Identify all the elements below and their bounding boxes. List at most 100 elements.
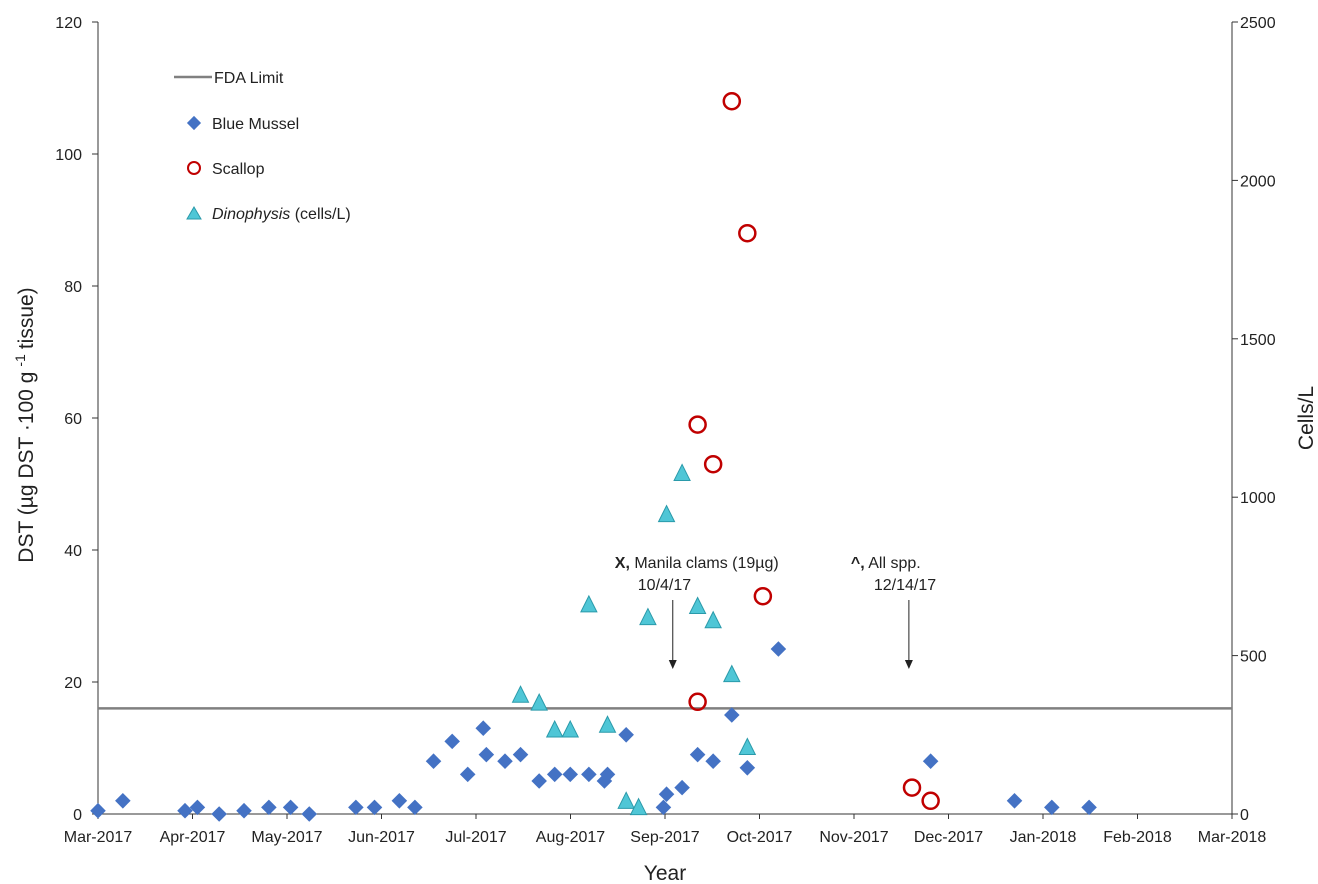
blue-mussel-point xyxy=(922,753,939,769)
y-left-tick-label: 100 xyxy=(55,147,82,164)
x-tick-label: Apr-2017 xyxy=(160,829,226,846)
annotation-label: X, Manila clams (19µg) xyxy=(615,555,779,572)
legend-fda-label: FDA Limit xyxy=(214,70,284,87)
x-tick-label: May-2017 xyxy=(251,829,322,846)
y-right-tick-label: 2500 xyxy=(1240,15,1276,32)
blue-mussel-point xyxy=(739,760,756,776)
blue-mussel-point xyxy=(236,802,252,819)
x-tick-label: Dec-2017 xyxy=(914,829,983,846)
blue-mussel-point xyxy=(581,766,597,783)
x-tick-label: Mar-2017 xyxy=(64,829,133,846)
ticks: 0 20 40 60 80 100 120 0 500 1000 1500 2000 2500 Mar-2… xyxy=(55,15,1275,846)
blue-mussel-point xyxy=(301,806,318,822)
y-left-tick-label: 20 xyxy=(64,675,82,692)
blue-mussel-point xyxy=(366,799,383,816)
blue-mussel-point xyxy=(562,766,579,783)
scallop-point xyxy=(921,791,940,811)
x-tick-label: Sep-2017 xyxy=(630,829,699,846)
dinophysis-point xyxy=(545,719,564,738)
dinophysis-point xyxy=(530,693,548,711)
dinophysis-point xyxy=(688,596,707,614)
blue-mussel-point xyxy=(348,799,364,816)
series xyxy=(90,91,1097,822)
y-axis-left-title: DST (µg DST ·100 g-1tissue) xyxy=(12,287,38,562)
dinophysis-point xyxy=(738,737,757,755)
blue-mussel-point xyxy=(658,786,675,802)
blue-mussel-point xyxy=(90,802,106,819)
y-left-tick-label: 60 xyxy=(64,411,82,428)
blue-mussel-point xyxy=(655,799,672,816)
x-tick-label: Jan-2018 xyxy=(1010,829,1077,846)
annotation-label: ^, All spp. xyxy=(851,555,921,572)
blue-mussel-series xyxy=(90,641,1097,822)
blue-mussel-point xyxy=(770,641,787,657)
annotation-arrowhead xyxy=(904,660,913,669)
legend: FDA Limit Blue Mussel Scallop Dinophysis… xyxy=(174,70,351,223)
dinophysis-point xyxy=(704,610,722,629)
x-tick-label: Oct-2017 xyxy=(727,829,793,846)
scallop-point xyxy=(722,91,742,111)
x-tick-label: Jun-2017 xyxy=(348,829,415,846)
legend-blue-mussel-label: Blue Mussel xyxy=(212,116,299,133)
blue-mussel-point xyxy=(497,753,513,769)
legend-scallop-swatch xyxy=(187,161,201,175)
blue-mussel-point xyxy=(531,773,547,789)
legend-blue-mussel-swatch xyxy=(186,115,202,131)
blue-mussel-point xyxy=(478,746,495,763)
annotation: X, Manila clams (19µg) 10/4/17 xyxy=(615,555,779,669)
blue-mussel-point xyxy=(705,753,721,769)
blue-mussel-point xyxy=(391,793,408,809)
dinophysis-point xyxy=(617,791,635,809)
y-left-tick-label: 120 xyxy=(55,15,82,32)
dinophysis-cells-l-series xyxy=(511,463,757,816)
dinophysis-point xyxy=(511,685,530,703)
scallop-point xyxy=(753,586,773,606)
blue-mussel-point xyxy=(475,720,492,736)
x-tick-label: Feb-2018 xyxy=(1103,829,1172,846)
dinophysis-point xyxy=(561,719,580,738)
x-tick-label: Mar-2018 xyxy=(1198,829,1267,846)
blue-mussel-point xyxy=(674,779,690,796)
dinophysis-point xyxy=(580,594,598,613)
x-tick-label: Nov-2017 xyxy=(819,829,888,846)
blue-mussel-point xyxy=(261,799,277,816)
blue-mussel-point xyxy=(177,802,193,819)
y-left-tick-label: 0 xyxy=(73,807,82,824)
dinophysis-point xyxy=(629,797,648,816)
legend-dinophysis-swatch xyxy=(186,206,202,220)
dinophysis-point xyxy=(673,463,691,481)
annotation: ^, All spp. 12/14/17 xyxy=(851,555,936,669)
x-tick-label: Jul-2017 xyxy=(445,829,506,846)
blue-mussel-point xyxy=(459,766,476,783)
dinophysis-point xyxy=(722,664,741,683)
dinophysis-point xyxy=(639,607,657,626)
annotation-date: 10/4/17 xyxy=(638,577,691,594)
scallop-point xyxy=(902,778,922,797)
x-tick-label: Aug-2017 xyxy=(536,829,605,846)
blue-mussel-point xyxy=(189,799,206,816)
dinophysis-point xyxy=(598,715,617,733)
blue-mussel-point xyxy=(546,766,563,783)
y-left-tick-label: 80 xyxy=(64,279,82,296)
blue-mussel-point xyxy=(407,799,423,816)
blue-mussel-point xyxy=(1006,793,1023,809)
blue-mussel-point xyxy=(211,806,227,822)
scallop-point xyxy=(688,692,707,712)
annotations: X, Manila clams (19µg) 10/4/17 ^, All spp.… xyxy=(615,555,936,669)
blue-mussel-point xyxy=(1044,799,1060,816)
y-right-tick-label: 500 xyxy=(1240,649,1267,666)
y-right-tick-label: 1000 xyxy=(1240,490,1276,507)
axes xyxy=(97,22,1233,815)
y-right-tick-label: 1500 xyxy=(1240,332,1276,349)
scallop-point xyxy=(688,415,707,434)
y-right-tick-label: 2000 xyxy=(1240,173,1276,190)
scallop-series xyxy=(688,91,940,811)
blue-mussel-point xyxy=(425,753,442,769)
y-left-tick-label: 40 xyxy=(64,543,82,560)
dinophysis-point xyxy=(657,504,676,523)
blue-mussel-point xyxy=(282,799,299,816)
blue-mussel-point xyxy=(599,766,616,783)
blue-mussel-point xyxy=(1081,799,1097,816)
